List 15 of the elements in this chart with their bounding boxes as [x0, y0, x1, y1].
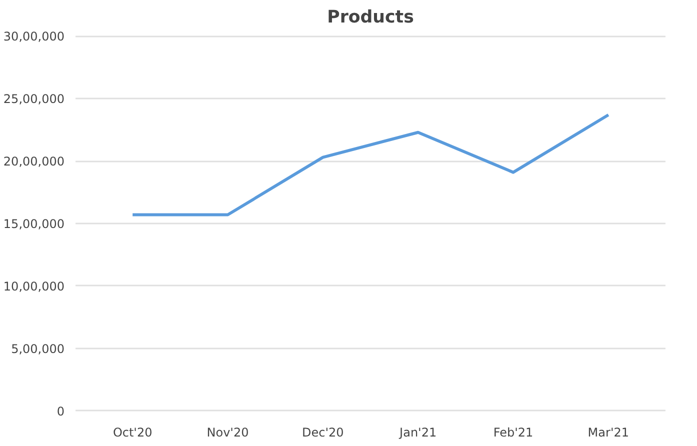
y-tick-label: 20,00,000: [3, 154, 65, 169]
y-tick-label: 10,00,000: [3, 279, 65, 294]
x-tick-label: Nov'20: [206, 426, 249, 440]
line-series: [131, 113, 610, 216]
x-tick-label: Mar'21: [588, 426, 630, 440]
x-tick-label: Jan'21: [398, 426, 437, 440]
x-tick-label: Feb'21: [493, 426, 534, 440]
y-tick-label: 30,00,000: [3, 30, 65, 44]
y-tick-label: 25,00,000: [3, 92, 65, 106]
y-tick-label: 0: [56, 404, 65, 418]
x-tick-label: Oct'20: [112, 426, 152, 440]
chart-title: Products: [327, 8, 414, 28]
x-tick-label: Dec'20: [302, 426, 344, 440]
y-tick-label: 5,00,000: [11, 342, 64, 356]
y-tick-label: 15,00,000: [3, 217, 65, 231]
